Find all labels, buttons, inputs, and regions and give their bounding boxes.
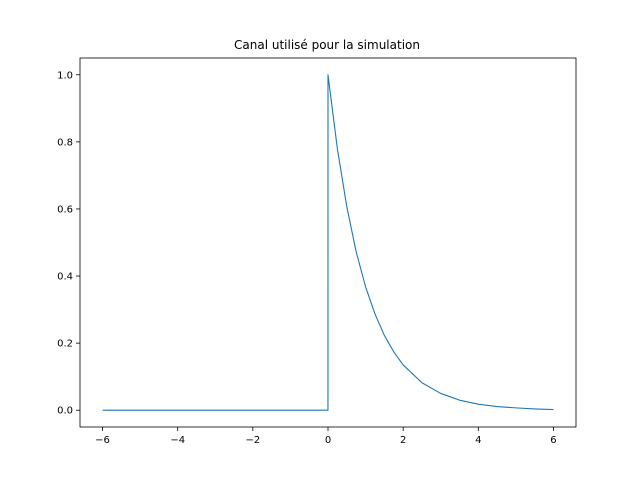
series-line-0	[102, 74, 554, 411]
y-tick-label: 1.0	[57, 70, 73, 81]
y-tick-label: 0.0	[57, 406, 73, 417]
x-tick-label: 4	[475, 435, 481, 446]
chart-title: Canal utilisé pour la simulation	[234, 38, 420, 52]
plot-area	[102, 74, 554, 411]
y-tick-label: 0.4	[57, 272, 73, 283]
y-tick-label: 0.2	[57, 339, 73, 350]
x-tick-label: −2	[245, 435, 260, 446]
y-tick-label: 0.8	[57, 137, 73, 148]
axes: −6 −4 −2 0 2 4 6 0.0 0.2 0.4 0.6 0.8 1.0	[57, 57, 577, 446]
x-tick-label: −4	[170, 435, 185, 446]
x-tick-label: 6	[550, 435, 556, 446]
x-tick-label: 2	[400, 435, 406, 446]
x-tick-label: 0	[325, 435, 331, 446]
x-tick-label: −6	[95, 435, 110, 446]
y-tick-label: 0.6	[57, 204, 73, 215]
